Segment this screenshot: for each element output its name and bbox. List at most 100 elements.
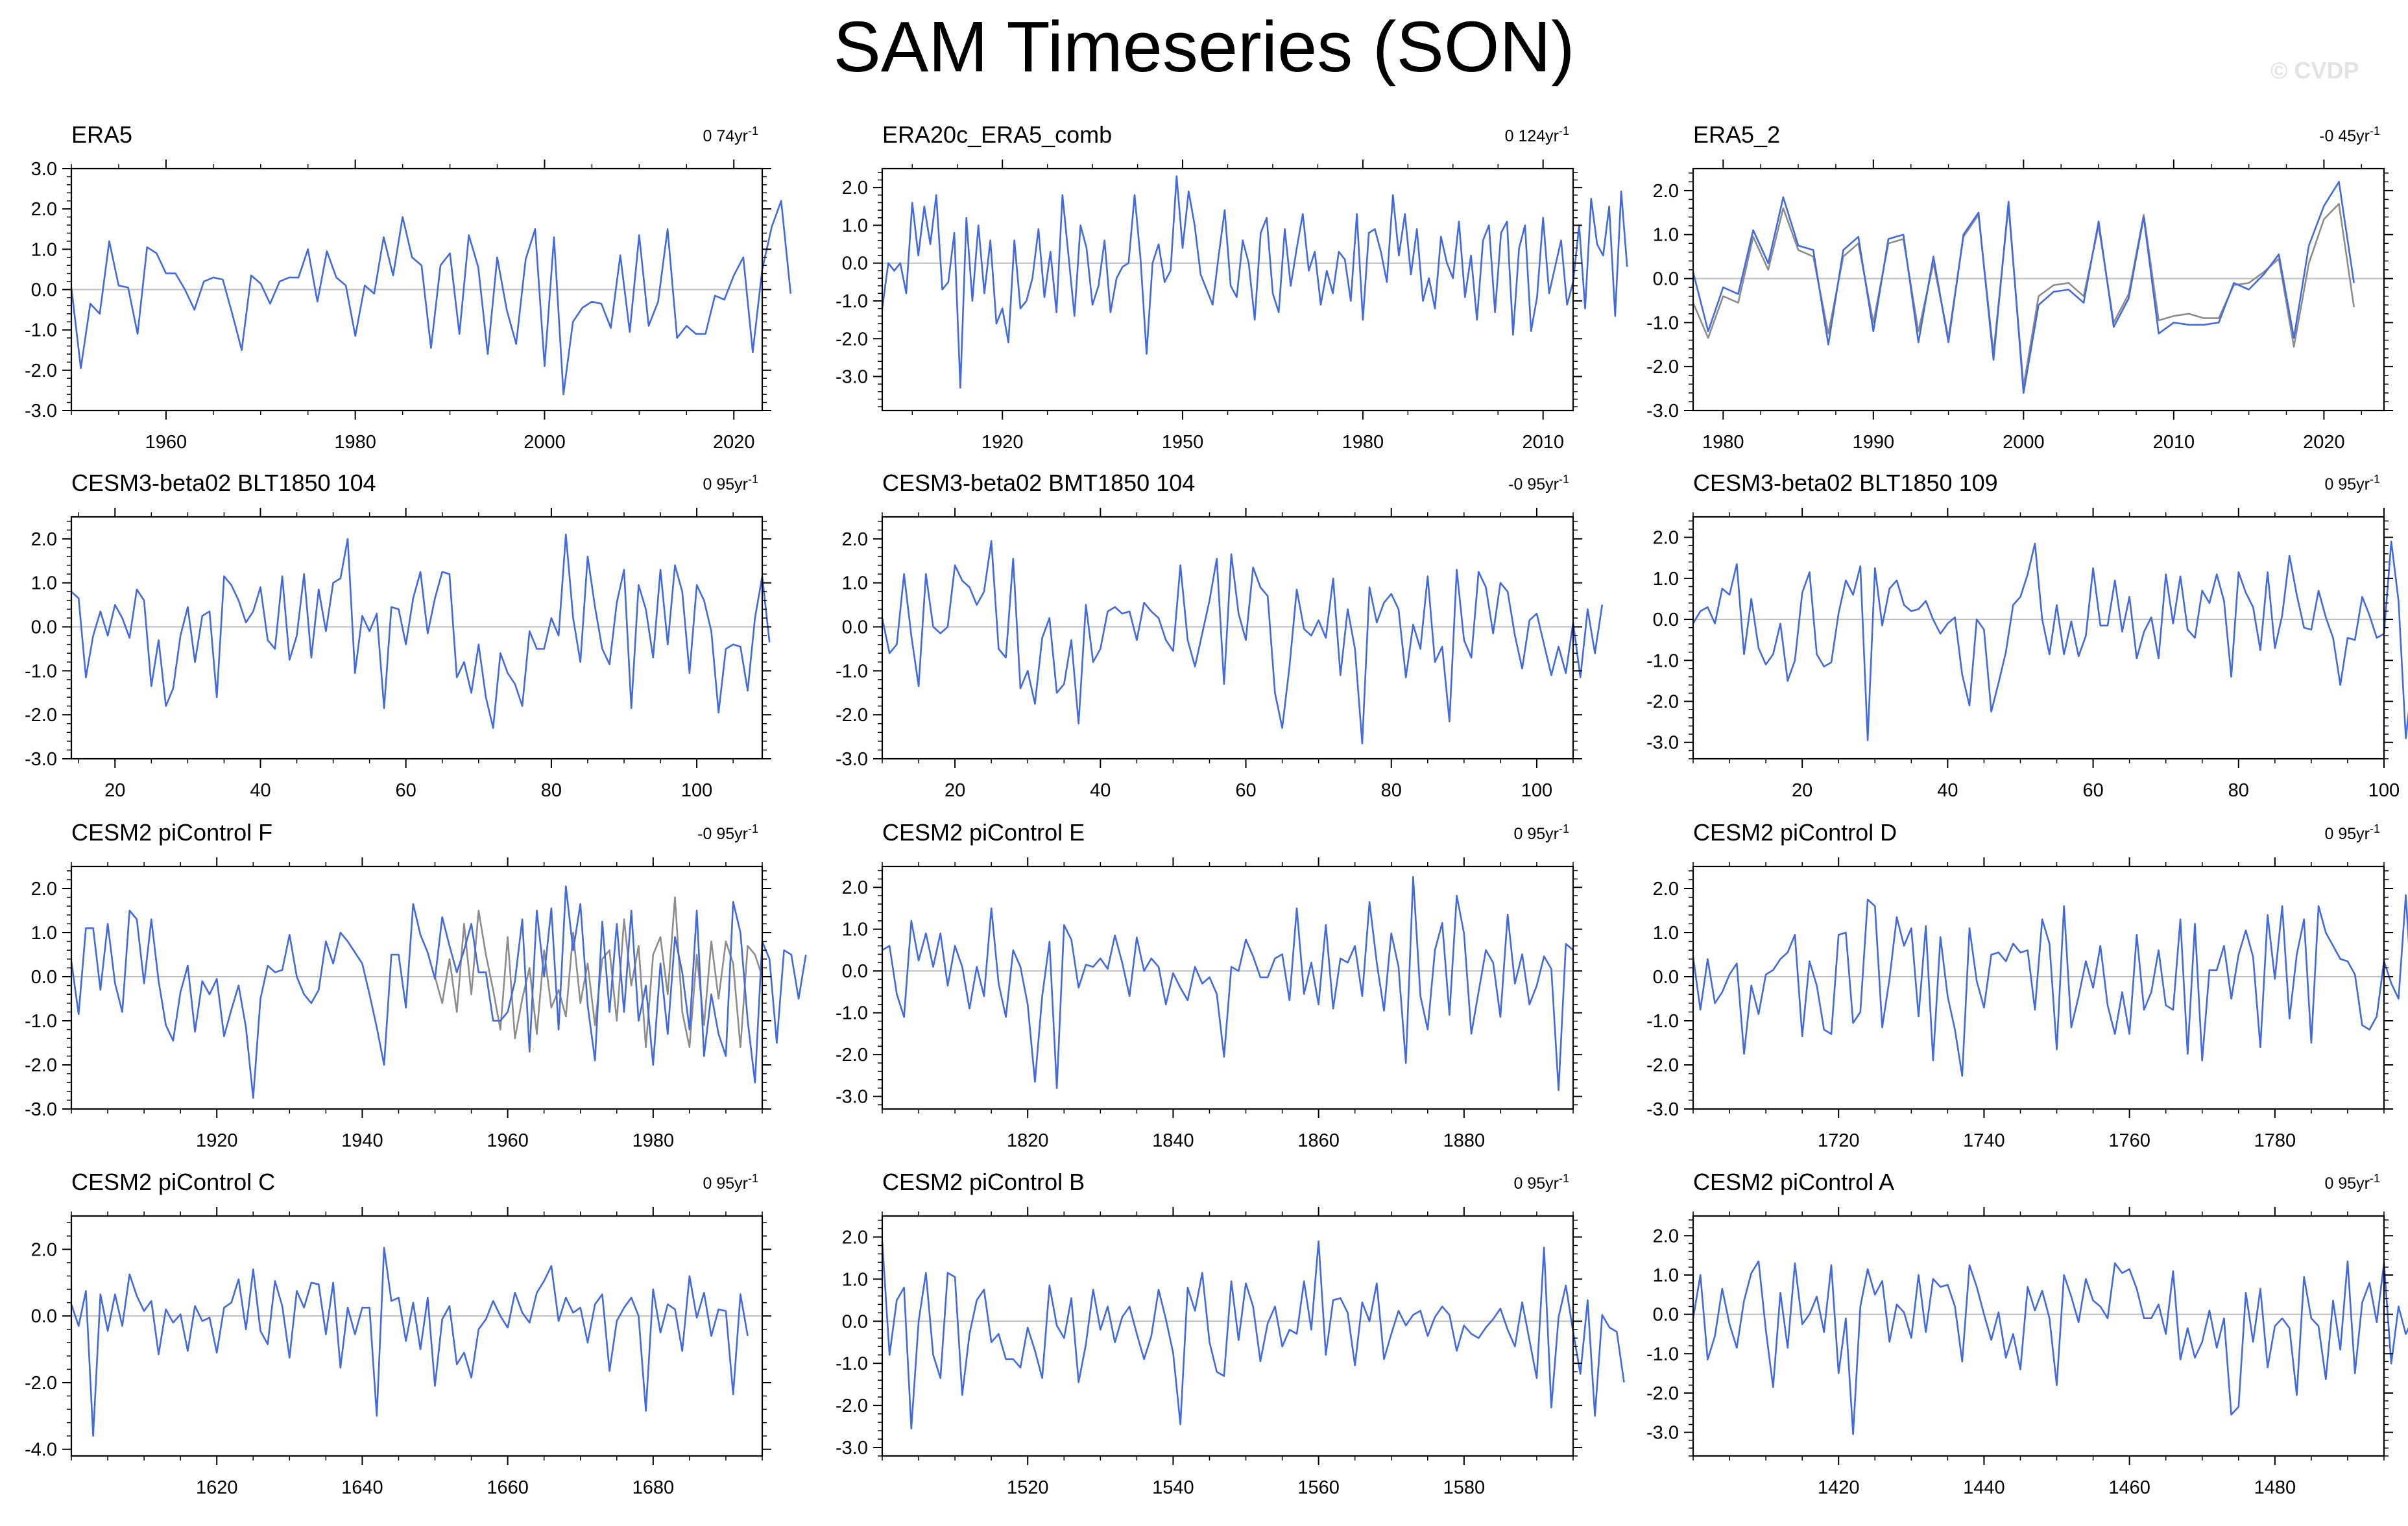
y-tick-label: 1.0	[842, 1269, 868, 1290]
x-tick-label: 1960	[145, 432, 187, 453]
y-tick-label: -3.0	[25, 401, 57, 422]
trend-label: -0 45yr-1	[2319, 125, 2380, 145]
chart-panel: -3.0 -2.0 -1.0 0.0 1.0 2.0 20 40 60 80 100 CESM3-be…	[836, 470, 1604, 801]
x-tick-label: 1460	[2108, 1477, 2150, 1498]
y-tick-label: 1.0	[842, 215, 868, 236]
x-tick-label: 1560	[1297, 1477, 1340, 1498]
x-tick-label: 1680	[632, 1477, 675, 1498]
y-tick-label: -3.0	[836, 367, 868, 388]
x-tick-label: 1720	[1818, 1130, 1860, 1151]
series-line	[1692, 180, 2355, 394]
x-tick-label: 40	[1937, 780, 1958, 801]
chart-panel: -3.0 -2.0 -1.0 0.0 1.0 2.0 1720 1740 1760 1780 CES…	[1646, 819, 2408, 1151]
chart-panel: -3.0 -2.0 -1.0 0.0 1.0 2.0 1520 1540 1560 1580 CES…	[836, 1169, 1625, 1498]
y-tick-label: 3.0	[31, 159, 57, 180]
y-tick-label: 1.0	[31, 239, 57, 260]
y-tick-label: 1.0	[842, 920, 868, 940]
y-tick-label: 1.0	[1653, 923, 1679, 944]
x-tick-label: 20	[1792, 780, 1812, 801]
trend-label: 0 95yr-1	[1514, 1172, 1570, 1193]
plot-frame	[881, 516, 1574, 760]
panel-title: CESM2 piControl D	[1693, 819, 1897, 846]
trend-label: 0 95yr-1	[2325, 473, 2381, 494]
trend-label: -0 95yr-1	[697, 822, 758, 843]
plot-frame	[70, 516, 764, 760]
x-tick-label: 1880	[1443, 1130, 1486, 1151]
y-tick-label: -1.0	[25, 320, 57, 341]
y-tick-label: 0.0	[1653, 967, 1679, 988]
y-tick-label: -2.0	[836, 705, 868, 726]
trend-label: -0 95yr-1	[1508, 473, 1569, 494]
y-tick-label: -1.0	[25, 661, 57, 682]
y-tick-label: 2.0	[31, 879, 57, 900]
chart-panel: -3.0 -2.0 -1.0 0.0 1.0 2.0 20 40 60 80 100 CESM3-be…	[1646, 470, 2408, 801]
y-tick-label: -2.0	[25, 705, 57, 726]
trend-label: 0 95yr-1	[1514, 822, 1570, 843]
x-tick-label: 1620	[196, 1477, 238, 1498]
y-tick-label: 2.0	[842, 877, 868, 898]
y-tick-label: 0.0	[31, 617, 57, 638]
series-line	[881, 175, 1628, 389]
x-tick-label: 1960	[487, 1130, 529, 1151]
x-tick-label: 1860	[1297, 1130, 1340, 1151]
y-tick-label: 2.0	[1653, 181, 1679, 202]
y-tick-label: 0.0	[1653, 269, 1679, 290]
y-tick-label: -3.0	[1646, 733, 1679, 754]
plot-frame	[1692, 865, 2385, 1110]
x-tick-label: 1440	[1963, 1477, 2005, 1498]
y-tick-label: -2.0	[836, 1396, 868, 1416]
y-tick-label: 2.0	[1653, 1226, 1679, 1246]
series-line	[70, 200, 792, 396]
series-line	[1692, 894, 2408, 1077]
x-tick-label: 1740	[1963, 1130, 2005, 1151]
chart-panel: -4.0 -2.0 0.0 2.0 1620 1640 1660 1680 CESM2 piCo…	[25, 1169, 771, 1498]
y-tick-label: -2.0	[25, 361, 57, 381]
y-tick-label: 1.0	[1653, 1265, 1679, 1286]
x-tick-label: 1990	[1853, 432, 1895, 453]
y-tick-label: -1.0	[1646, 313, 1679, 333]
plot-frame	[881, 1215, 1574, 1457]
y-tick-label: -1.0	[1646, 1011, 1679, 1032]
x-tick-label: 60	[396, 780, 416, 801]
chart-panel: -3.0 -2.0 -1.0 0.0 1.0 2.0 1820 1840 1860 1880 CES…	[836, 819, 1582, 1151]
y-tick-label: 2.0	[842, 529, 868, 550]
x-tick-label: 1820	[1007, 1130, 1049, 1151]
x-tick-label: 80	[1381, 780, 1402, 801]
y-tick-label: 1.0	[31, 573, 57, 594]
y-tick-label: -2.0	[836, 1045, 868, 1066]
x-tick-label: 60	[2082, 780, 2103, 801]
x-tick-label: 40	[1090, 780, 1111, 801]
x-tick-label: 2010	[1522, 432, 1564, 453]
x-tick-label: 2000	[524, 432, 566, 453]
panel-title: ERA20c_ERA5_comb	[882, 121, 1112, 148]
y-tick-label: -3.0	[25, 749, 57, 770]
series-line	[70, 885, 807, 1099]
y-tick-label: -2.0	[1646, 1055, 1679, 1076]
y-tick-label: 0.0	[842, 254, 868, 274]
y-tick-label: 1.0	[31, 923, 57, 944]
series-line	[882, 876, 1574, 1091]
y-tick-label: -3.0	[836, 1087, 868, 1108]
y-tick-label: -1.0	[1646, 1344, 1679, 1365]
y-tick-label: 0.0	[31, 1306, 57, 1327]
x-tick-label: 1980	[1702, 432, 1744, 453]
x-tick-label: 1580	[1443, 1477, 1486, 1498]
x-tick-label: 1980	[632, 1130, 675, 1151]
plot-frame	[1692, 516, 2385, 760]
chart-panel: -3.0 -2.0 -1.0 0.0 1.0 2.0 1420 1440 1460 1480 CES…	[1646, 1169, 2408, 1498]
x-tick-label: 100	[1521, 780, 1552, 801]
x-tick-label: 1780	[2254, 1130, 2296, 1151]
x-tick-label: 1760	[2108, 1130, 2150, 1151]
x-tick-label: 1420	[1818, 1477, 1860, 1498]
trend-label: 0 95yr-1	[703, 473, 759, 494]
chart-panel: -3.0 -2.0 -1.0 0.0 1.0 2.0 1980 1990 2000 2010 202…	[1646, 121, 2393, 453]
trend-label: 0 124yr-1	[1505, 125, 1569, 145]
plot-frame	[70, 865, 764, 1110]
y-tick-label: 2.0	[31, 529, 57, 550]
panel-title: CESM3-beta02 BLT1850 109	[1693, 470, 1998, 496]
x-tick-label: 80	[541, 780, 562, 801]
panel-title: CESM3-beta02 BLT1850 104	[71, 470, 376, 496]
y-tick-label: 1.0	[842, 573, 868, 594]
y-tick-label: 1.0	[1653, 569, 1679, 590]
series-line	[881, 540, 1604, 745]
